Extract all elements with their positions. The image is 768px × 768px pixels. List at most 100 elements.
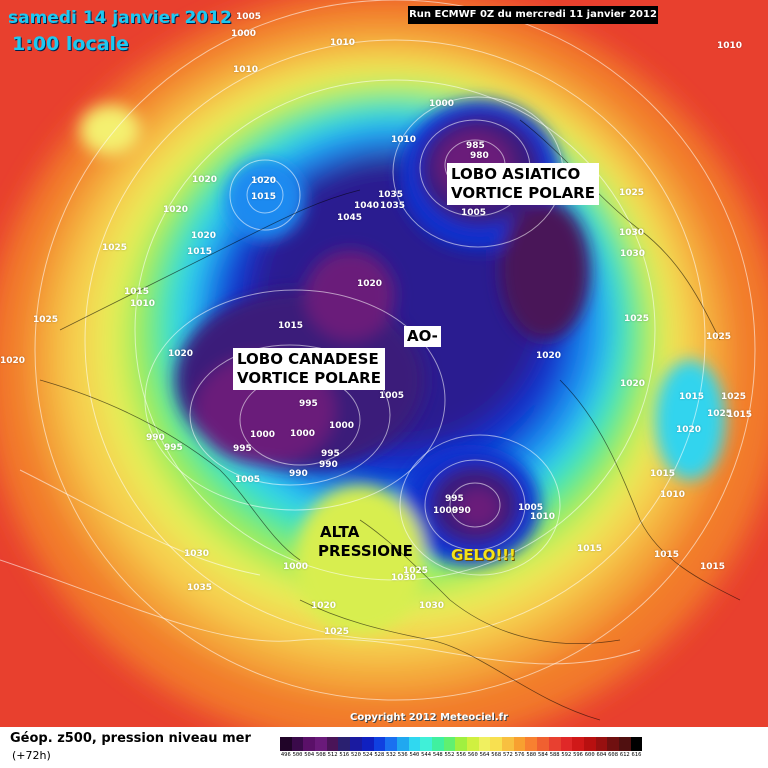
isobar-label: 1025 (706, 332, 732, 342)
color-scale-label: 548 (432, 752, 443, 758)
isobar-label: 1010 (130, 299, 156, 309)
color-scale-swatch (373, 737, 386, 751)
isobar-label: 1020 (357, 279, 383, 289)
annotation-high-pressure: ALTA PRESSIONE (318, 523, 413, 561)
isobar-label: 1005 (379, 391, 405, 401)
isobar-label: 1000 (429, 99, 455, 109)
isobar-label: 1020 (163, 205, 189, 215)
color-scale-swatch (338, 737, 351, 751)
color-scale-label: 516 (339, 752, 350, 758)
color-scale-labels: 496 500 504 508 512 516 520 524 528 532 536 540 544 5… (280, 752, 642, 762)
color-scale-swatch (560, 737, 573, 751)
isobar-label: 1020 (536, 351, 562, 361)
isobar-label: 1000 (250, 430, 276, 440)
color-scale-swatch (513, 737, 526, 751)
annotation-ao: AO- (404, 326, 441, 347)
isobar-label: 1020 (0, 356, 26, 366)
color-scale-label: 532 (386, 752, 396, 758)
isobar-label: 1015 (650, 469, 676, 479)
annotation-canadian-lobe: LOBO CANADESE VORTICE POLARE (233, 348, 385, 390)
isobar-label: 1030 (391, 573, 417, 583)
color-scale-swatch (291, 737, 304, 751)
color-scale-label: 540 (409, 752, 420, 758)
isobar-label: 995 (233, 444, 252, 454)
annotation-asian-lobe: LOBO ASIATICO VORTICE POLARE (447, 163, 599, 205)
model-run-label: Run ECMWF 0Z du mercredi 11 janvier 2012 (408, 6, 658, 24)
isobar-label: 1000 (433, 506, 459, 516)
legend-title: Géop. z500, pression niveau mer (10, 731, 251, 746)
color-scale-label: 552 (444, 752, 455, 758)
color-scale-swatch (443, 737, 456, 751)
isobar-label: 1025 (324, 627, 350, 637)
color-scale-label: 572 (502, 752, 513, 758)
isobar-label: 1025 (102, 243, 128, 253)
isobar-label: 1000 (231, 29, 257, 39)
isobar-label: 1000 (329, 421, 355, 431)
color-scale-label: 500 (292, 752, 303, 758)
color-scale-label: 508 (315, 752, 326, 758)
color-scale-swatch (478, 737, 491, 751)
color-scale-label: 616 (631, 752, 642, 758)
color-scale-label: 596 (573, 752, 583, 758)
isobar-label: 1000 (283, 562, 309, 572)
color-scale-label: 524 (362, 752, 373, 758)
color-scale-label: 568 (491, 752, 502, 758)
isobar-label: 1010 (233, 65, 259, 75)
color-scale-label: 576 (514, 752, 525, 758)
isobar-label: 1015 (727, 410, 753, 420)
color-scale-swatch (548, 737, 561, 751)
isobar-label: 995 (164, 443, 183, 453)
isobar-label: 990 (289, 469, 308, 479)
isobar-label: 1015 (278, 321, 304, 331)
color-scale-label: 580 (526, 752, 537, 758)
isobar-label: 1005 (236, 12, 262, 22)
annotation-high-pressure-line1: ALTA (320, 523, 360, 541)
color-scale-swatch (595, 737, 608, 751)
color-scale-label: 592 (561, 752, 572, 758)
isobar-label: 995 (299, 399, 318, 409)
color-scale-swatch (537, 737, 549, 751)
forecast-local-time: 1:00 locale (12, 33, 129, 55)
annotation-frost: GELO!!! (451, 546, 516, 564)
isobar-label: 1030 (620, 249, 646, 259)
isobar-label: 1035 (187, 583, 213, 593)
color-scale-label: 600 (584, 752, 595, 758)
legend-forecast-hour: (+72h) (12, 749, 51, 762)
color-scale-label: 556 (456, 752, 467, 758)
color-scale-label: 536 (397, 752, 408, 758)
isobar-label: 1020 (192, 175, 218, 185)
isobar-label: 1025 (403, 566, 429, 576)
color-scale-label: 564 (479, 752, 490, 758)
color-scale-label: 504 (304, 752, 315, 758)
isobar-label: 990 (146, 433, 165, 443)
color-scale-swatch (326, 737, 339, 751)
isobar-label: 1010 (660, 490, 686, 500)
annotation-canadian-lobe-line2: VORTICE POLARE (237, 369, 381, 387)
isobar-label: 1025 (721, 392, 747, 402)
isobar-label: 1015 (654, 550, 680, 560)
isobar-label: 1020 (191, 231, 217, 241)
isobar-label: 1005 (518, 503, 544, 513)
isobar-label: 1025 (33, 315, 59, 325)
isobar-label: 1015 (700, 562, 726, 572)
color-scale-swatch (467, 737, 479, 751)
color-scale-label: 588 (549, 752, 560, 758)
isobar-label: 1020 (620, 379, 646, 389)
isobar-label: 1020 (168, 349, 194, 359)
color-scale-swatch (396, 737, 409, 751)
color-scale-label: 496 (280, 752, 291, 758)
isobar-label: 1035 (378, 190, 404, 200)
isobar-label: 1030 (419, 601, 445, 611)
isobar-label: 995 (321, 449, 340, 459)
isobar-label: 1040 (354, 201, 380, 211)
color-scale-swatch (525, 737, 538, 751)
color-scale-swatch (431, 737, 444, 751)
isobar-label: 1005 (461, 208, 487, 218)
isobar-label: 990 (452, 506, 471, 516)
color-scale-swatch (385, 737, 397, 751)
isobar-label: 1010 (530, 512, 556, 522)
isobar-label: 1015 (679, 392, 705, 402)
isobar-label: 1010 (330, 38, 356, 48)
isobar-label: 995 (445, 494, 464, 504)
isobar-label: 1005 (235, 475, 261, 485)
